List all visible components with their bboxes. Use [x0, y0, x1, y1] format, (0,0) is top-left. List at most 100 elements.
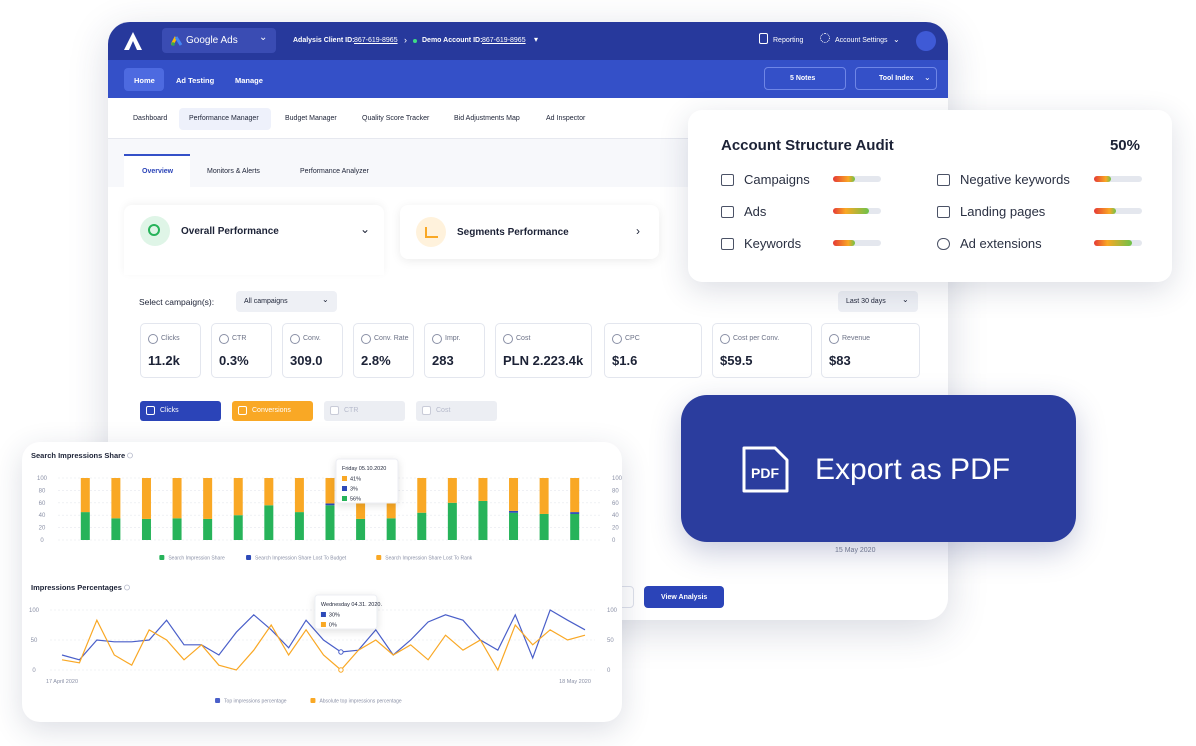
- bar-segment: [111, 478, 121, 519]
- y-tick-label: 100: [29, 608, 40, 614]
- progress-track: [1094, 176, 1142, 182]
- metric-card: Impr. 283: [424, 323, 485, 378]
- line-series: [61, 609, 586, 661]
- nav-item[interactable]: Manage: [235, 76, 263, 85]
- subnav-item[interactable]: Quality Score Tracker: [362, 115, 430, 122]
- progress-fill: [833, 240, 855, 246]
- active-tab: [124, 154, 190, 188]
- period-value: Last 30 days: [846, 298, 886, 305]
- subnav-item[interactable]: Budget Manager: [285, 115, 337, 122]
- account-select[interactable]: Google Ads ⌄: [162, 28, 276, 53]
- period-select[interactable]: Last 30 days ⌄: [838, 291, 918, 312]
- tab[interactable]: Performance Analyzer: [300, 168, 369, 175]
- metric-label: Conv. Rate: [374, 335, 409, 342]
- audit-icon: [721, 238, 734, 250]
- series-toggle[interactable]: Cost: [416, 401, 497, 421]
- bar-segment: [80, 478, 90, 513]
- y-tick-label: 50: [31, 638, 38, 644]
- chevron: ▾: [534, 35, 539, 44]
- export-card[interactable]: PDF Export as PDF: [681, 395, 1076, 542]
- progress-track: [1094, 208, 1142, 214]
- logo: [124, 32, 142, 50]
- chevron: ⌄: [259, 32, 268, 43]
- nav-item[interactable]: Home: [134, 76, 155, 85]
- account-id[interactable]: 867-619-8965: [482, 37, 526, 44]
- subnav-item[interactable]: Performance Manager: [189, 115, 259, 122]
- metric-value: $1.6: [612, 353, 638, 368]
- client-id[interactable]: 867-619-8965: [354, 37, 398, 44]
- checkbox: [330, 406, 339, 415]
- bar-segment: [570, 512, 580, 514]
- toggle-label: CTR: [344, 407, 359, 414]
- bar-segment: [447, 502, 457, 540]
- top-bar: Google Ads ⌄ Adalysis Client ID: 867-619…: [108, 22, 948, 60]
- tab[interactable]: Monitors & Alerts: [207, 168, 260, 175]
- view-analysis-button[interactable]: View Analysis: [644, 586, 724, 608]
- legend-swatch: [310, 698, 316, 703]
- bar-segment: [141, 518, 151, 540]
- chevron: ⌄: [893, 35, 900, 44]
- metric-value: 11.2k: [148, 353, 180, 368]
- y2-tick-label: 20: [612, 526, 619, 532]
- chart-date: 15 May 2020: [835, 547, 876, 554]
- metric-label: Impr.: [445, 335, 461, 342]
- bar-segment: [570, 478, 580, 513]
- audit-score: 50%: [1109, 137, 1140, 154]
- nav-item[interactable]: Ad Testing: [176, 76, 215, 85]
- tooltip-value: 56%: [350, 497, 361, 503]
- avatar[interactable]: [916, 31, 936, 51]
- metric-value: PLN 2.223.4k: [503, 353, 584, 368]
- series-toggle[interactable]: Clicks: [140, 401, 221, 421]
- chevron: ⌄: [322, 295, 329, 304]
- subnav-active: [179, 108, 271, 130]
- campaign-value: All campaigns: [244, 298, 288, 305]
- metric-card: Cost per Conv. $59.5: [712, 323, 812, 378]
- card-icon: [416, 217, 446, 247]
- bar-segment: [325, 503, 335, 506]
- toggle-label: Conversions: [252, 407, 291, 414]
- overall-card[interactable]: Overall Performance ⌄: [124, 205, 384, 275]
- series-toggle[interactable]: CTR: [324, 401, 405, 421]
- audit-icon: [937, 174, 950, 186]
- metric-label: Clicks: [161, 335, 180, 342]
- notes-button[interactable]: 5 Notes: [764, 67, 846, 90]
- brand: Google Ads: [186, 35, 238, 46]
- metric-icon: [829, 334, 839, 344]
- bar-segment: [478, 500, 488, 540]
- bar-segment: [417, 478, 427, 513]
- legend-swatch: [376, 555, 382, 560]
- y-tick-label: 40: [39, 513, 46, 519]
- legend-label: Absolute top impressions percentage: [319, 699, 401, 705]
- audit-icon: [937, 206, 950, 218]
- subnav-item[interactable]: Bid Adjustments Map: [454, 115, 520, 122]
- tab[interactable]: Overview: [142, 168, 174, 175]
- bar-segment: [356, 518, 366, 540]
- legend-swatch: [215, 698, 221, 703]
- legend-swatch: [246, 555, 252, 560]
- chevron: ⌄: [902, 295, 909, 304]
- y2-tick-label: 60: [612, 501, 619, 507]
- bar-segment: [264, 478, 274, 506]
- card-title: Overall Performance: [181, 226, 279, 237]
- tooltip-value: 3%: [350, 487, 358, 493]
- bar-segment: [539, 478, 549, 514]
- audit-label: Keywords: [744, 236, 802, 251]
- metric-value: 309.0: [290, 353, 323, 368]
- audit-label: Ads: [744, 204, 767, 219]
- bar-segment: [172, 518, 182, 540]
- progress-fill: [1094, 240, 1133, 246]
- series-toggle[interactable]: Conversions: [232, 401, 313, 421]
- campaign-select[interactable]: All campaigns ⌄: [236, 291, 337, 312]
- metric-card: Cost PLN 2.223.4k: [495, 323, 592, 378]
- account-settings[interactable]: Account Settings: [835, 37, 888, 44]
- segments-card[interactable]: Segments Performance ›: [400, 205, 659, 259]
- subnav-item[interactable]: Dashboard: [133, 115, 168, 122]
- tool-index: Tool Index: [879, 75, 914, 82]
- legend-label: Search Impression Share Lost To Rank: [385, 556, 472, 562]
- subnav-item[interactable]: Ad Inspector: [546, 115, 586, 122]
- metric-card: Revenue $83: [821, 323, 920, 378]
- tool-index-button[interactable]: Tool Index ⌄: [855, 67, 937, 90]
- tooltip-swatch: [342, 476, 347, 481]
- metric-card: CTR 0.3%: [211, 323, 272, 378]
- reporting[interactable]: Reporting: [773, 37, 804, 44]
